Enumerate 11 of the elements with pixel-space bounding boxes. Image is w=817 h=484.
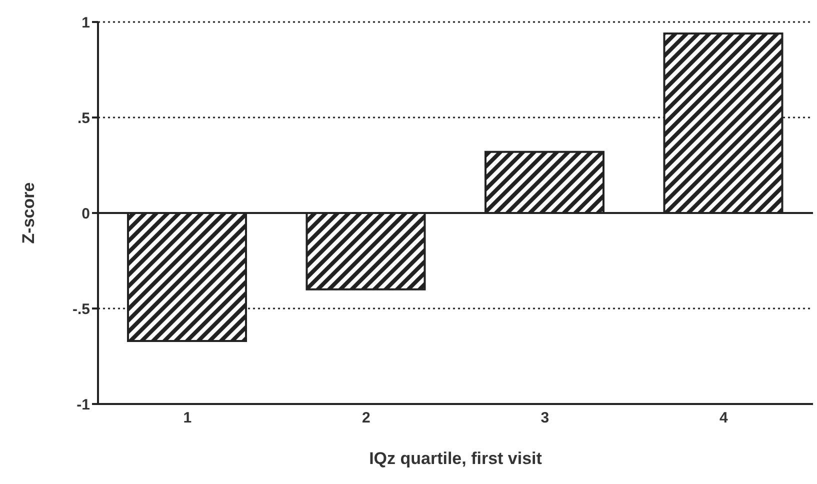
y-tick-label: -.5 xyxy=(72,300,90,318)
x-tick-label: 2 xyxy=(362,410,370,427)
y-tick-label: -1 xyxy=(76,396,90,414)
y-axis-title: Z-score xyxy=(19,182,38,244)
y-tick-label: 1 xyxy=(82,14,90,32)
y-tick-label: 0 xyxy=(82,205,90,222)
x-axis-title: IQz quartile, first visit xyxy=(369,449,542,468)
x-tick-label: 4 xyxy=(719,410,728,427)
y-tick-label: .5 xyxy=(77,110,90,127)
x-tick-label: 1 xyxy=(183,410,192,427)
x-tick-label: 3 xyxy=(540,410,550,427)
